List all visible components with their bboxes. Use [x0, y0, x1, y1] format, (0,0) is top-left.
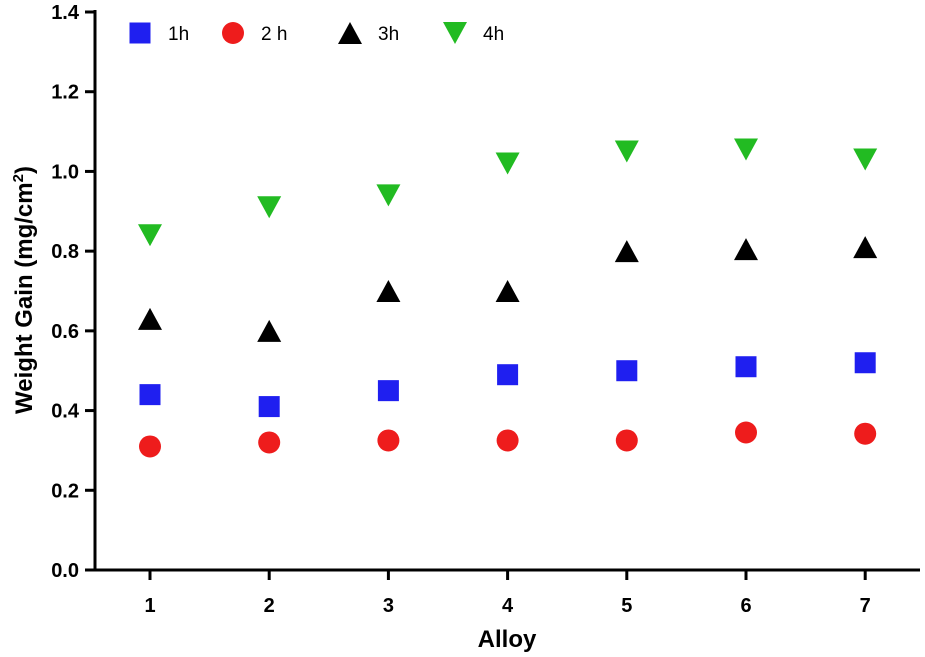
data-point-triangle-down: [853, 148, 878, 171]
data-point-circle: [377, 429, 400, 452]
x-tick-label: 4: [502, 595, 514, 617]
data-point-triangle-up: [853, 236, 878, 259]
data-point-square: [854, 352, 876, 374]
y-axis-title-main: Weight Gain (mg/cm: [11, 182, 38, 414]
data-point-circle: [139, 435, 161, 458]
x-tick-label: 6: [740, 595, 751, 617]
data-point-triangle-up: [495, 280, 520, 302]
legend-label: 2 h: [261, 24, 287, 45]
y-tick-label: 0.4: [51, 401, 80, 423]
x-ticks: 1 2 3 4 5 6 7: [144, 570, 871, 617]
data-point-square: [497, 364, 519, 386]
data-point-circle: [496, 429, 519, 452]
data-point-circle: [258, 431, 281, 454]
x-tick-label: 2: [264, 595, 275, 617]
data-point-triangle-up: [138, 307, 162, 330]
legend-marker-square: [129, 22, 151, 44]
data-point-square: [616, 360, 638, 382]
data-point-circle: [735, 421, 757, 444]
y-axis-title-superscript: 2: [10, 174, 27, 182]
data-point-triangle-down: [495, 152, 520, 175]
y-axis-title: Weight Gain (mg/cm2): [10, 166, 38, 414]
y-ticks: 0.0 0.2 0.4 0.6 0.8 1.0 1.2 1.4: [51, 2, 95, 582]
y-tick-label: 1.0: [51, 161, 79, 183]
legend-label: 4h: [483, 24, 504, 45]
data-point-triangle-down: [376, 184, 401, 207]
data-point-triangle-down: [734, 138, 758, 161]
data-point-triangle-down: [257, 196, 282, 219]
x-tick-label: 3: [383, 595, 394, 617]
legend-label: 3h: [378, 24, 399, 45]
x-tick-label: 1: [144, 595, 155, 617]
legend-marker-circle: [222, 22, 244, 44]
y-tick-label: 0.2: [51, 480, 79, 502]
data-points: [138, 138, 878, 458]
legend: 1h 2 h 3h 4h: [129, 22, 504, 45]
data-point-square: [139, 384, 161, 406]
y-tick-label: 1.4: [51, 2, 80, 24]
data-point-triangle-up: [376, 280, 401, 302]
y-tick-label: 0.6: [51, 321, 79, 343]
data-point-triangle-down: [614, 140, 639, 163]
y-tick-label: 1.2: [51, 82, 79, 104]
data-point-triangle-up: [734, 238, 758, 261]
x-tick-label: 5: [621, 595, 632, 617]
x-axis-title: Alloy: [478, 626, 537, 653]
data-point-square: [735, 356, 757, 378]
data-point-square: [258, 396, 280, 418]
legend-marker-triangle-down: [443, 22, 467, 44]
data-point-square: [377, 380, 399, 402]
data-point-circle: [615, 429, 638, 452]
legend-marker-triangle-up: [338, 22, 362, 44]
data-point-triangle-up: [257, 319, 282, 342]
y-axis-title-end: ): [11, 166, 38, 174]
x-tick-label: 7: [860, 595, 871, 617]
legend-label: 1h: [168, 24, 189, 45]
data-point-triangle-up: [614, 240, 639, 263]
y-tick-label: 0.0: [51, 560, 79, 582]
data-point-circle: [854, 422, 877, 445]
y-tick-label: 0.8: [51, 241, 79, 263]
data-point-triangle-down: [138, 224, 162, 247]
